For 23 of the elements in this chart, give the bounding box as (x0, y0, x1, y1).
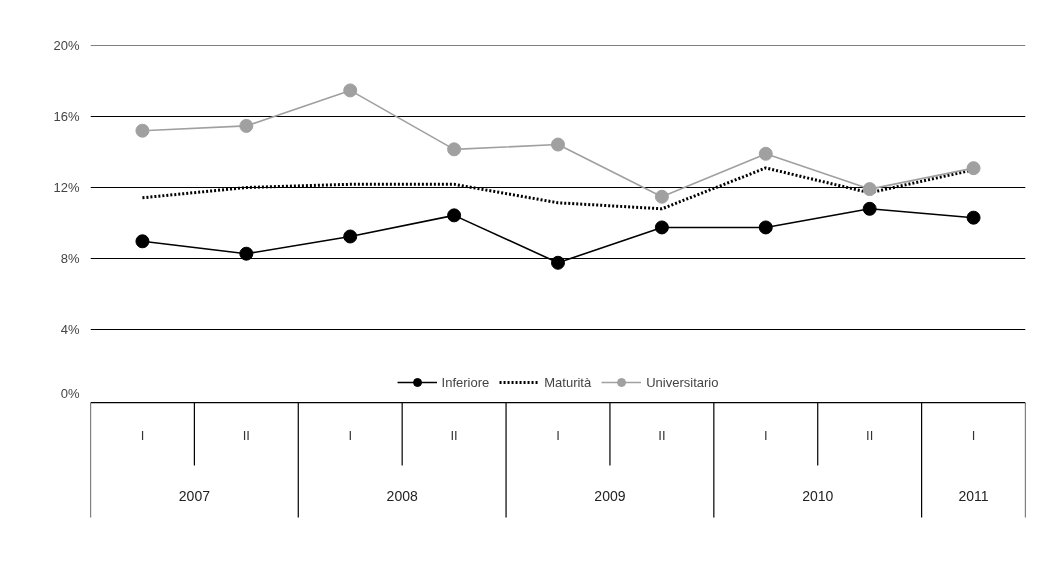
x-tick-label: I (348, 427, 353, 443)
y-tick-label: 8% (60, 251, 80, 266)
legend-label: Universitario (646, 374, 719, 390)
text: 2008 (386, 487, 418, 504)
text: 2011 (958, 487, 989, 504)
y-tick-label: 4% (60, 322, 80, 337)
y-tick-label: 12% (53, 180, 80, 195)
x-tick-label: I (140, 427, 145, 443)
x-tick-label: II (866, 427, 874, 443)
text: 2009 (594, 487, 626, 504)
x-tick-label: I (763, 427, 768, 443)
x-tick-label: I (971, 427, 976, 443)
legend-label: Inferiore (441, 374, 490, 390)
text: 2007 (178, 487, 211, 504)
y-tick-label: 20% (53, 38, 80, 53)
legend-label: Maturità (544, 374, 592, 390)
x-tick-label: I (556, 427, 560, 443)
x-tick-label: II (658, 427, 666, 443)
y-tick-label: 16% (53, 109, 80, 124)
y-tick-label: 0% (60, 385, 80, 401)
text: 2010 (802, 487, 834, 504)
x-tick-label: II (242, 427, 250, 443)
x-tick-label: II (450, 427, 458, 443)
